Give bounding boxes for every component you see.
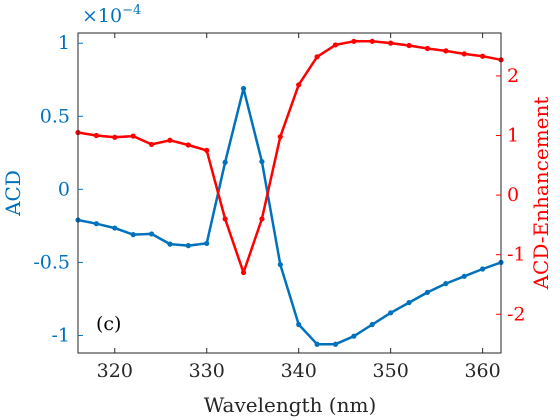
x-tick-label: 340 (281, 360, 317, 382)
acd-data-point (185, 243, 191, 249)
plot-frame (77, 32, 502, 354)
acd-enhancement-data-point (314, 54, 320, 60)
acd-enhancement-data-point (296, 82, 302, 88)
x-tick-label: 350 (373, 360, 409, 382)
acd-data-point (424, 289, 431, 295)
acd-data-point (443, 280, 449, 287)
acd-data-point (93, 221, 99, 227)
acd-data-point (148, 231, 155, 237)
acd-data-point (130, 232, 136, 238)
x-tick-label: 320 (97, 360, 133, 382)
acd-enhancement-data-point (204, 147, 210, 153)
acd-enhancement-data-point (388, 40, 394, 46)
right-tick-label: 1 (507, 124, 519, 146)
acd-data-point (332, 341, 339, 347)
panel-annotation: (c) (96, 313, 121, 335)
acd-enhancement-data-point (93, 132, 99, 139)
x-tick-label: 360 (464, 360, 500, 382)
left-tick-label: -1 (51, 324, 70, 346)
acd-data-point (222, 159, 228, 165)
acd-enhancement-data-point (424, 45, 431, 52)
x-axis-title: Wavelength (nm) (204, 393, 377, 417)
acd-data-point (461, 273, 467, 279)
acd-enhancement-data-point (332, 42, 339, 48)
left-tick-label: 1 (58, 32, 70, 54)
acd-data-point (259, 158, 265, 165)
acd-data-point (204, 240, 210, 247)
right-tick-label: 0 (507, 184, 519, 206)
acd-enhancement-data-point (240, 269, 247, 276)
acd-enhancement-series-line (77, 40, 502, 274)
acd-data-point (112, 225, 118, 231)
acd-data-point (277, 261, 283, 268)
acd-enhancement-data-point (259, 216, 265, 222)
acd-enhancement-data-point (369, 38, 375, 44)
acd-enhancement-data-point (406, 42, 412, 49)
right-tick-label: -2 (507, 303, 526, 325)
acd-data-point (369, 321, 375, 328)
acd-data-point (314, 341, 320, 347)
acd-data-point (388, 310, 394, 316)
acd-enhancement-data-point (461, 51, 467, 57)
right-axis-title: ACD-Enhancement (529, 97, 553, 291)
acd-enhancement-data-point (148, 141, 155, 148)
acd-data-point (240, 85, 247, 92)
acd-data-point (296, 321, 302, 328)
acd-enhancement-data-point (480, 53, 486, 59)
acd-data-point (167, 241, 173, 247)
series-layer (75, 38, 504, 347)
acd-series-line (77, 87, 502, 346)
acd-enhancement-data-point (351, 38, 357, 44)
acd-enhancement-data-point (277, 134, 283, 140)
acd-enhancement-data-point (130, 133, 136, 139)
left-tick-label: 0 (58, 178, 70, 200)
acd-enhancement-data-point (222, 216, 228, 222)
acd-data-point (480, 266, 486, 272)
acd-data-point (406, 299, 412, 306)
left-exponent-label: ×10−4 (82, 3, 141, 27)
left-axis-title: ACD (1, 170, 25, 217)
acd-enhancement-data-point (167, 137, 173, 143)
left-tick-label: -0.5 (33, 251, 70, 273)
x-tick-label: 330 (189, 360, 225, 382)
ticks-layer: 320 330 340 350 360 1 0.5 0 -0.5 -1 2 1 0 -1 -2 (33, 32, 525, 382)
acd-enhancement-data-point (443, 48, 449, 54)
acd-enhancement-data-point (185, 142, 191, 148)
acd-enhancement-data-point (112, 134, 118, 140)
acd-data-point (351, 333, 357, 339)
right-tick-label: -1 (507, 244, 526, 266)
right-tick-label: 2 (507, 65, 519, 87)
left-tick-label: 0.5 (40, 105, 70, 127)
